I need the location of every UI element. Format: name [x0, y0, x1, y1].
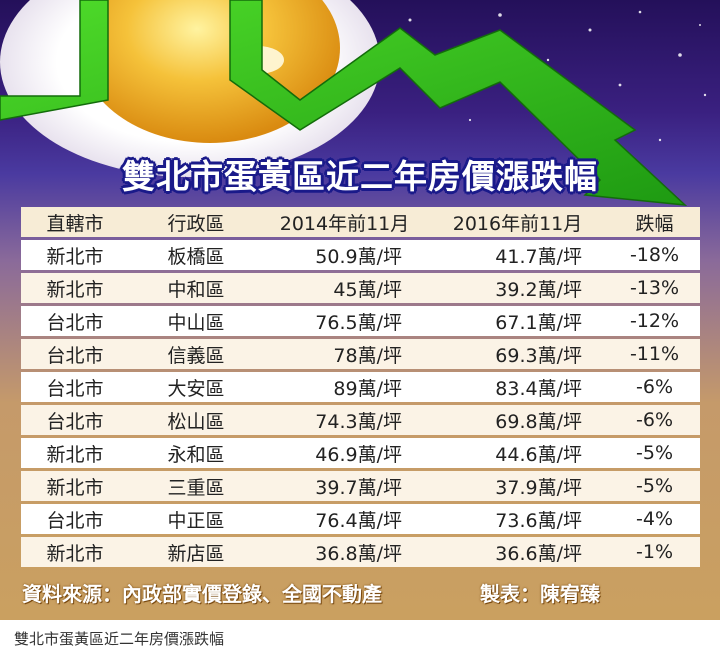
cell-change: -5%: [606, 438, 700, 468]
cell-change: -6%: [606, 405, 700, 435]
cell-price-2014: 45萬/坪: [260, 273, 426, 303]
table-row: 新北市 新店區 36.8萬/坪 36.6萬/坪 -1%: [21, 537, 700, 567]
cell-price-2014: 36.8萬/坪: [260, 537, 426, 567]
cell-change: -11%: [606, 339, 700, 369]
cell-price-2016: 67.1萬/坪: [426, 306, 606, 336]
table-row: 台北市 中山區 76.5萬/坪 67.1萬/坪 -12%: [21, 306, 700, 336]
cell-city: 台北市: [21, 372, 129, 402]
cell-price-2014: 76.5萬/坪: [260, 306, 426, 336]
cell-district: 三重區: [129, 471, 260, 501]
price-table: 直轄市 行政區 2014年前11月 2016年前11月 跌幅 新北市 板橋區 50.…: [21, 204, 700, 570]
table-row: 新北市 板橋區 50.9萬/坪 41.7萬/坪 -18%: [21, 240, 700, 270]
cell-price-2014: 46.9萬/坪: [260, 438, 426, 468]
cell-city: 新北市: [21, 240, 129, 270]
cell-district: 板橋區: [129, 240, 260, 270]
table-row: 新北市 永和區 46.9萬/坪 44.6萬/坪 -5%: [21, 438, 700, 468]
background-illustration: [0, 0, 688, 206]
cell-city: 新北市: [21, 471, 129, 501]
footer: 資料來源：內政部實價登錄、全國不動產 製表：陳宥臻: [0, 572, 720, 620]
cell-price-2016: 83.4萬/坪: [426, 372, 606, 402]
cell-price-2014: 89萬/坪: [260, 372, 426, 402]
cell-change: -12%: [606, 306, 700, 336]
cell-change: -6%: [606, 372, 700, 402]
cell-price-2016: 41.7萬/坪: [426, 240, 606, 270]
cell-city: 台北市: [21, 405, 129, 435]
cell-district: 中正區: [129, 504, 260, 534]
maker-note: 製表：陳宥臻: [480, 582, 600, 606]
cell-district: 松山區: [129, 405, 260, 435]
cell-district: 新店區: [129, 537, 260, 567]
cell-price-2016: 69.3萬/坪: [426, 339, 606, 369]
cell-price-2016: 37.9萬/坪: [426, 471, 606, 501]
cell-change: -5%: [606, 471, 700, 501]
cell-change: -13%: [606, 273, 700, 303]
cell-price-2016: 44.6萬/坪: [426, 438, 606, 468]
header-price-2016: 2016年前11月: [426, 207, 606, 237]
source-note: 資料來源：內政部實價登錄、全國不動產: [22, 582, 382, 606]
cell-city: 新北市: [21, 273, 129, 303]
header-change: 跌幅: [606, 207, 700, 237]
table-row: 台北市 中正區 76.4萬/坪 73.6萬/坪 -4%: [21, 504, 700, 534]
cell-price-2014: 76.4萬/坪: [260, 504, 426, 534]
chart-figure: 雙北市蛋黃區近二年房價漲跌幅 直轄市 行政區 2014年前11月 2016年前1…: [0, 0, 720, 620]
table-row: 台北市 信義區 78萬/坪 69.3萬/坪 -11%: [21, 339, 700, 369]
cell-city: 新北市: [21, 537, 129, 567]
cell-price-2014: 50.9萬/坪: [260, 240, 426, 270]
cell-district: 大安區: [129, 372, 260, 402]
cell-district: 信義區: [129, 339, 260, 369]
table-row: 台北市 大安區 89萬/坪 83.4萬/坪 -6%: [21, 372, 700, 402]
cell-city: 台北市: [21, 504, 129, 534]
table-row: 新北市 中和區 45萬/坪 39.2萬/坪 -13%: [21, 273, 700, 303]
cell-change: -1%: [606, 537, 700, 567]
table-row: 台北市 松山區 74.3萬/坪 69.8萬/坪 -6%: [21, 405, 700, 435]
cell-city: 台北市: [21, 306, 129, 336]
cell-price-2016: 69.8萬/坪: [426, 405, 606, 435]
cell-price-2014: 78萬/坪: [260, 339, 426, 369]
cell-change: -18%: [606, 240, 700, 270]
cell-district: 中山區: [129, 306, 260, 336]
header-district: 行政區: [129, 207, 260, 237]
cell-price-2016: 36.6萬/坪: [426, 537, 606, 567]
downtrend-arrow: [0, 0, 688, 206]
cell-change: -4%: [606, 504, 700, 534]
cell-price-2014: 39.7萬/坪: [260, 471, 426, 501]
cell-district: 中和區: [129, 273, 260, 303]
image-caption: 雙北市蛋黃區近二年房價漲跌幅: [14, 630, 225, 648]
table-row: 新北市 三重區 39.7萬/坪 37.9萬/坪 -5%: [21, 471, 700, 501]
cell-city: 新北市: [21, 438, 129, 468]
header-city: 直轄市: [21, 207, 129, 237]
cell-price-2016: 73.6萬/坪: [426, 504, 606, 534]
table-header-row: 直轄市 行政區 2014年前11月 2016年前11月 跌幅: [21, 207, 700, 237]
chart-title: 雙北市蛋黃區近二年房價漲跌幅: [122, 157, 598, 196]
cell-city: 台北市: [21, 339, 129, 369]
cell-price-2014: 74.3萬/坪: [260, 405, 426, 435]
cell-district: 永和區: [129, 438, 260, 468]
cell-price-2016: 39.2萬/坪: [426, 273, 606, 303]
header-price-2014: 2014年前11月: [260, 207, 426, 237]
